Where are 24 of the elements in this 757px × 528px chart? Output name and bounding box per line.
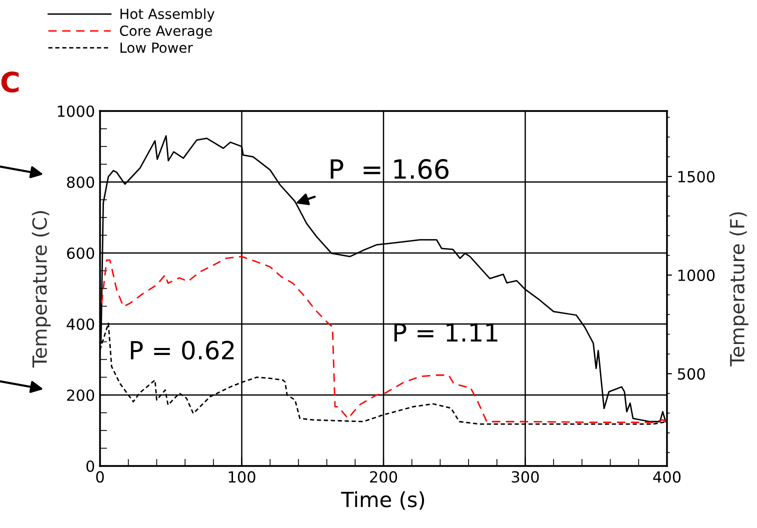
- x-tick-label: 0: [96, 471, 104, 483]
- y-tick-label: 1000: [58, 105, 94, 118]
- x-tick-label: 300: [512, 471, 539, 483]
- y-tick-label: 200: [67, 389, 94, 402]
- y-tick-label: 800: [67, 176, 94, 188]
- x-tick-label: 200: [370, 471, 398, 483]
- legend-label: Low Power: [120, 42, 193, 53]
- x-tick-label: 100: [228, 471, 256, 483]
- y2-tick-label: 500: [678, 368, 705, 380]
- line-series: [101, 256, 667, 424]
- x-axis-title: Time (s): [341, 491, 424, 510]
- y-axis-title: Temperature (C): [32, 211, 51, 368]
- y-tick-label: 0: [86, 460, 94, 472]
- annotation: P = 1.66: [330, 159, 448, 180]
- legend-label: Core Average: [120, 25, 212, 39]
- y2-axis-title: Temperature (F): [730, 212, 748, 366]
- legend-label: Hot Assembly: [120, 8, 214, 22]
- text: C: [1, 72, 19, 93]
- y-tick-label: 600: [67, 247, 94, 260]
- y2-tick-label: 1000: [678, 270, 715, 282]
- x-tick-label: 400: [653, 471, 681, 483]
- y-tick-label: 400: [66, 318, 94, 330]
- y2-tick-label: 1500: [678, 170, 715, 182]
- annotation: P = 0.62: [130, 340, 234, 360]
